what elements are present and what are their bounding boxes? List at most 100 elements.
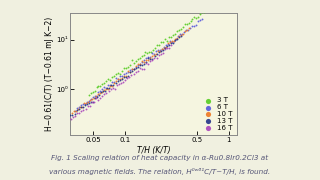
6 T: [187, 27, 192, 30]
10 T: [77, 105, 83, 108]
13 T: [133, 67, 139, 70]
13 T: [171, 41, 176, 44]
10 T: [119, 76, 124, 79]
6 T: [163, 43, 168, 46]
3 T: [147, 50, 152, 53]
6 T: [141, 59, 147, 62]
10 T: [187, 27, 192, 30]
6 T: [136, 63, 141, 66]
3 T: [102, 81, 107, 84]
13 T: [91, 100, 96, 103]
6 T: [120, 75, 125, 77]
6 T: [191, 24, 196, 27]
6 T: [98, 90, 103, 93]
13 T: [160, 49, 165, 52]
3 T: [153, 46, 158, 49]
16 T: [66, 117, 71, 120]
3 T: [159, 41, 164, 44]
16 T: [169, 44, 174, 47]
13 T: [152, 55, 157, 58]
10 T: [107, 84, 112, 87]
6 T: [159, 47, 164, 50]
10 T: [183, 30, 188, 32]
13 T: [168, 41, 173, 44]
3 T: [129, 59, 134, 62]
3 T: [143, 51, 148, 54]
13 T: [99, 91, 104, 94]
Legend: 3 T, 6 T, 10 T, 13 T, 16 T: 3 T, 6 T, 10 T, 13 T, 16 T: [200, 97, 233, 132]
16 T: [123, 79, 128, 82]
3 T: [127, 63, 132, 66]
10 T: [133, 65, 138, 68]
10 T: [73, 109, 78, 112]
10 T: [161, 46, 166, 49]
16 T: [140, 67, 145, 70]
16 T: [91, 100, 96, 103]
6 T: [183, 29, 188, 32]
6 T: [157, 49, 163, 52]
3 T: [184, 23, 189, 26]
13 T: [132, 68, 137, 70]
13 T: [125, 74, 131, 77]
10 T: [153, 52, 158, 55]
10 T: [69, 111, 75, 114]
10 T: [169, 39, 174, 42]
16 T: [93, 97, 99, 100]
10 T: [131, 68, 136, 70]
6 T: [161, 45, 166, 48]
3 T: [217, 1, 222, 4]
10 T: [175, 36, 180, 39]
13 T: [121, 75, 126, 78]
13 T: [117, 79, 122, 82]
13 T: [94, 96, 100, 98]
3 T: [182, 23, 187, 26]
6 T: [82, 102, 87, 105]
16 T: [108, 88, 113, 91]
3 T: [98, 85, 103, 87]
13 T: [172, 39, 178, 42]
6 T: [173, 37, 178, 40]
6 T: [108, 83, 113, 86]
13 T: [92, 97, 98, 100]
10 T: [79, 105, 84, 108]
6 T: [114, 77, 119, 80]
16 T: [160, 51, 165, 54]
10 T: [157, 49, 162, 52]
Text: various magnetic fields. The relation, H⁰ʷ⁶¹C/T~T/H, is found.: various magnetic fields. The relation, H…: [49, 168, 271, 175]
3 T: [210, 4, 215, 7]
16 T: [118, 81, 124, 84]
3 T: [141, 54, 146, 57]
3 T: [145, 52, 150, 55]
13 T: [88, 100, 93, 103]
3 T: [188, 20, 193, 23]
10 T: [173, 38, 178, 41]
3 T: [149, 50, 154, 53]
16 T: [77, 112, 82, 115]
X-axis label: T/H (K/T): T/H (K/T): [137, 146, 171, 155]
13 T: [142, 63, 147, 66]
13 T: [82, 103, 87, 106]
6 T: [193, 24, 198, 26]
3 T: [117, 73, 123, 75]
13 T: [127, 71, 132, 74]
3 T: [106, 78, 111, 81]
3 T: [108, 79, 113, 82]
16 T: [141, 67, 147, 70]
6 T: [144, 57, 149, 60]
16 T: [73, 115, 78, 118]
13 T: [164, 44, 169, 47]
10 T: [159, 48, 164, 51]
3 T: [198, 13, 203, 16]
6 T: [80, 102, 85, 105]
16 T: [129, 73, 134, 76]
6 T: [169, 40, 174, 43]
16 T: [68, 118, 74, 121]
16 T: [135, 70, 140, 73]
13 T: [174, 38, 180, 41]
6 T: [124, 72, 129, 75]
6 T: [149, 52, 155, 55]
6 T: [195, 19, 200, 22]
13 T: [158, 49, 163, 52]
13 T: [146, 57, 151, 60]
16 T: [137, 66, 142, 69]
